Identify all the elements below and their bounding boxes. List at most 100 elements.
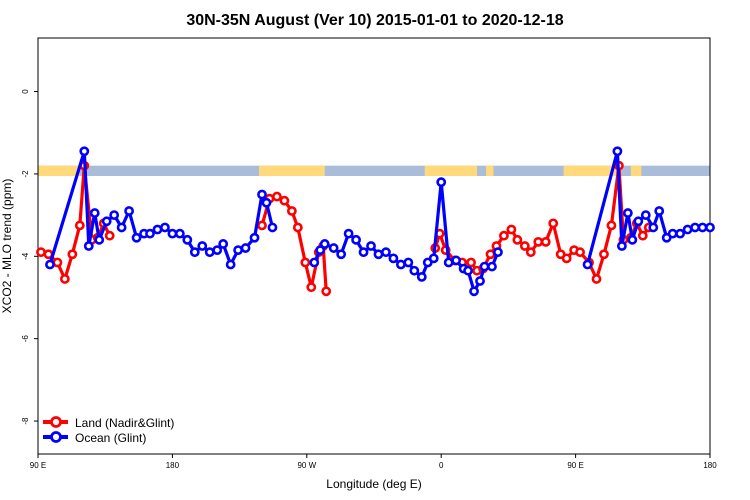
ocean-band [38, 165, 710, 176]
data-point [548, 218, 559, 229]
data-point [233, 245, 244, 256]
data-point [249, 232, 260, 243]
x-axis-label: Longitude (deg E) [326, 477, 421, 491]
data-point [469, 286, 479, 297]
data-point [443, 257, 454, 268]
data-point [124, 206, 134, 216]
data-point [336, 249, 347, 260]
data-point [286, 206, 297, 216]
y-tick-label: -2 [21, 170, 30, 178]
data-point [83, 241, 94, 251]
data-point [654, 206, 665, 216]
data-point [89, 208, 100, 218]
data-point [506, 224, 517, 235]
data-point [225, 259, 236, 270]
land-band-segment-3 [486, 165, 494, 176]
data-point [493, 247, 503, 258]
data-point [381, 247, 391, 258]
data-point [343, 228, 354, 239]
data-point [257, 189, 267, 200]
data-point [479, 261, 490, 272]
x-tick-label: 180 [703, 461, 717, 470]
series-land [36, 160, 654, 297]
data-point [116, 222, 127, 233]
x-tick-label: 90 W [297, 461, 316, 470]
data-point [257, 220, 267, 231]
data-point [59, 274, 70, 284]
land-band-segment-2 [424, 165, 478, 176]
y-axis-label: XCO2 - MLO trend (ppm) [0, 179, 14, 314]
legend-label-ocean: Ocean (Glint) [75, 431, 146, 445]
data-point [675, 228, 686, 239]
plot-frame [37, 37, 711, 455]
data-point [306, 282, 317, 293]
data-point [45, 259, 55, 270]
data-point [485, 249, 496, 260]
data-point [167, 228, 178, 239]
y-tick-label: -6 [21, 335, 30, 343]
legend-label-land: Land (Nadir&Glint) [75, 416, 174, 430]
data-point [309, 257, 320, 268]
data-point [79, 146, 90, 157]
data-point [279, 195, 290, 206]
data-point [204, 247, 215, 258]
data-point [272, 191, 282, 202]
data-point [633, 216, 644, 227]
data-point [475, 276, 485, 286]
data-point [315, 245, 326, 256]
data-point [637, 230, 648, 241]
axes: 90 E 180 90 W 0 90 E 180 0 -2 -4 -6 -8 [21, 89, 717, 470]
x-tick-label: 90 E [30, 461, 46, 470]
data-point [351, 234, 361, 245]
legend-marker-land [50, 416, 62, 428]
data-point [74, 220, 85, 231]
y-tick-label: -8 [21, 417, 30, 425]
data-point [366, 241, 376, 251]
data-point [616, 241, 627, 251]
data-series [36, 146, 715, 297]
data-point [627, 234, 638, 245]
data-point [403, 257, 414, 268]
y-tick-label: 0 [21, 89, 30, 94]
data-point [182, 234, 193, 245]
data-point [499, 230, 509, 241]
data-point [606, 220, 617, 231]
data-point [697, 222, 708, 233]
land-ocean-band [38, 165, 710, 176]
data-point [218, 239, 229, 249]
data-point [705, 222, 715, 233]
data-point [512, 234, 523, 245]
data-point [240, 243, 251, 253]
data-point [540, 236, 551, 247]
data-point [561, 253, 572, 264]
series-ocean [45, 146, 715, 297]
data-point [463, 265, 473, 276]
data-point [599, 249, 609, 260]
data-point [67, 249, 78, 260]
data-point [575, 247, 585, 258]
data-point [409, 265, 420, 276]
data-point [358, 247, 369, 258]
data-point [690, 222, 700, 233]
data-point [104, 230, 115, 241]
chart-title: 30N-35N August (Ver 10) 2015-01-01 to 20… [186, 12, 563, 29]
data-point [373, 249, 384, 260]
data-point [416, 271, 427, 282]
x-tick-label: 90 E [567, 461, 583, 470]
data-point [145, 228, 155, 239]
data-point [328, 243, 339, 253]
data-point [395, 259, 406, 270]
series-line-segment-1 [312, 180, 500, 293]
data-point [451, 255, 462, 266]
data-point [533, 236, 544, 247]
data-point [321, 286, 332, 297]
land-band-segment-0 [38, 165, 80, 176]
land-band-segment-1 [259, 165, 325, 176]
data-point [267, 222, 278, 233]
data-point [197, 241, 208, 251]
data-point [101, 216, 112, 227]
data-point [319, 239, 330, 249]
legend-marker-ocean [50, 431, 62, 443]
data-point [160, 222, 170, 233]
